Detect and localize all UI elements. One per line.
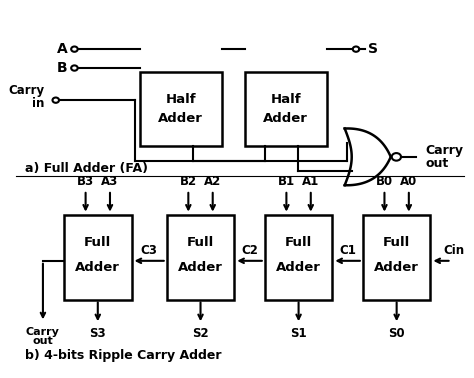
- Text: Adder: Adder: [276, 261, 321, 274]
- Text: B0: B0: [376, 175, 393, 188]
- Bar: [245, 72, 327, 146]
- Text: Adder: Adder: [374, 261, 419, 274]
- Text: A3: A3: [101, 175, 118, 188]
- Text: C1: C1: [339, 244, 356, 257]
- Text: Half: Half: [271, 93, 301, 106]
- Bar: [64, 215, 132, 299]
- Text: Full: Full: [84, 236, 111, 249]
- Text: A1: A1: [302, 175, 319, 188]
- Bar: [140, 72, 221, 146]
- Text: Cin: Cin: [443, 244, 465, 257]
- Text: S2: S2: [192, 327, 209, 340]
- Text: S0: S0: [388, 327, 405, 340]
- Text: C2: C2: [241, 244, 258, 257]
- Text: C3: C3: [141, 244, 157, 257]
- Text: S1: S1: [290, 327, 307, 340]
- Text: Full: Full: [285, 236, 312, 249]
- Text: S: S: [368, 42, 378, 56]
- Bar: [264, 215, 332, 299]
- Text: Adder: Adder: [158, 112, 203, 125]
- Text: Full: Full: [187, 236, 214, 249]
- Text: A2: A2: [204, 175, 221, 188]
- Text: A0: A0: [400, 175, 418, 188]
- Text: Adder: Adder: [178, 261, 223, 274]
- Text: Carry: Carry: [8, 84, 44, 97]
- Text: Adder: Adder: [75, 261, 120, 274]
- Text: A: A: [57, 42, 67, 56]
- Text: out: out: [33, 336, 53, 346]
- Text: S3: S3: [90, 327, 106, 340]
- Text: b) 4-bits Ripple Carry Adder: b) 4-bits Ripple Carry Adder: [26, 349, 222, 362]
- Bar: [363, 215, 430, 299]
- Text: Half: Half: [165, 93, 196, 106]
- Text: B: B: [57, 61, 67, 75]
- Text: B1: B1: [278, 175, 295, 188]
- Text: Full: Full: [383, 236, 410, 249]
- Text: out: out: [426, 157, 449, 170]
- Text: in: in: [32, 98, 44, 110]
- Text: B3: B3: [77, 175, 94, 188]
- Bar: [167, 215, 234, 299]
- Text: B2: B2: [180, 175, 197, 188]
- Text: Carry: Carry: [26, 327, 60, 337]
- Text: Adder: Adder: [263, 112, 308, 125]
- Text: Carry: Carry: [426, 144, 464, 156]
- Text: a) Full Adder (FA): a) Full Adder (FA): [26, 162, 148, 175]
